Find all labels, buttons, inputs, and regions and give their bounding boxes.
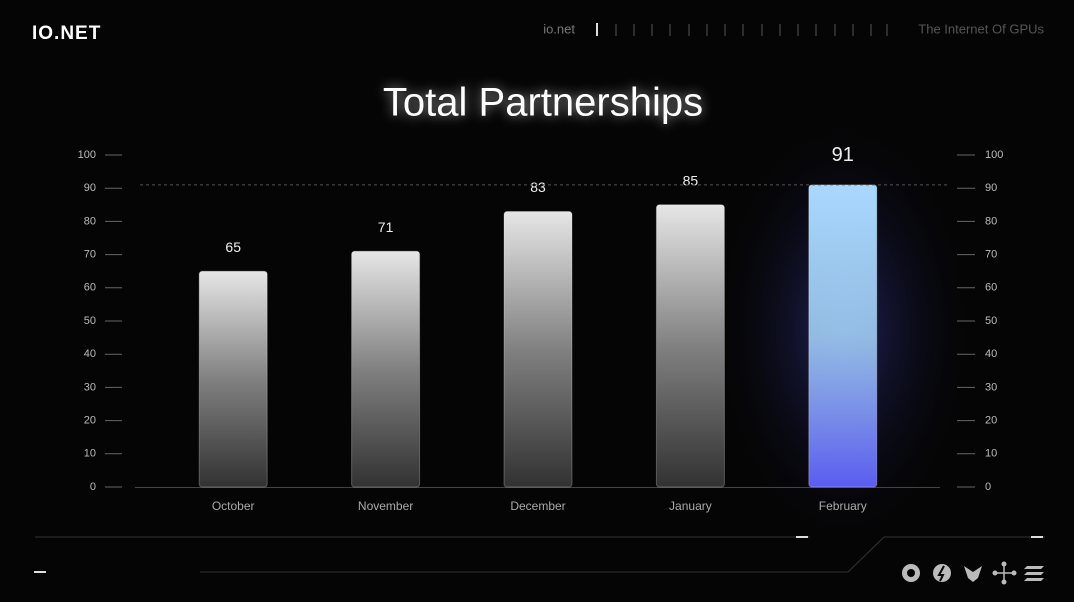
y-tick-label: 0 [90,481,96,493]
y-tick-label: 60 [84,282,96,294]
value-label: 85 [683,173,699,189]
x-tick-label: January [669,499,712,513]
bar [198,270,268,488]
logo: IO.NET [32,23,101,44]
site-link[interactable]: io.net [543,21,575,36]
y2-tick-label: 0 [985,481,991,493]
partner-icons [902,561,1044,585]
y-tick-label: 40 [84,348,96,360]
y-tick-label: 100 [78,149,96,161]
x-tick-label: November [358,499,413,513]
tagline: The Internet Of GPUs [918,21,1044,36]
chart-title: Total Partnerships [383,81,703,125]
y2-tick-label: 10 [985,448,997,460]
x-tick-label: October [212,499,255,513]
y-tick-label: 50 [84,315,96,327]
bar [655,204,725,488]
y2-tick-label: 30 [985,381,997,393]
x-tick-label: February [819,499,867,513]
y2-tick-label: 50 [985,315,997,327]
y2-tick-label: 80 [985,215,997,227]
y-tick-label: 30 [84,381,96,393]
y-tick-label: 20 [84,415,96,427]
bar [808,184,878,488]
value-label: 83 [530,179,546,195]
value-label: 71 [378,219,394,235]
y-tick-label: 10 [84,448,96,460]
y2-tick-label: 20 [985,415,997,427]
y2-tick-label: 90 [985,182,997,194]
bar [503,210,573,488]
y2-tick-label: 100 [985,149,1003,161]
value-label: 91 [832,144,854,166]
x-tick-label: December [510,499,565,513]
y-tick-label: 70 [84,249,96,261]
bar [351,250,421,488]
y2-tick-label: 40 [985,348,997,360]
y2-tick-label: 60 [985,282,997,294]
y-tick-label: 90 [84,182,96,194]
header-dashes [596,23,888,36]
footer-lines [34,536,1045,573]
y-tick-label: 80 [84,215,96,227]
value-label: 65 [225,239,241,255]
y2-tick-label: 70 [985,249,997,261]
